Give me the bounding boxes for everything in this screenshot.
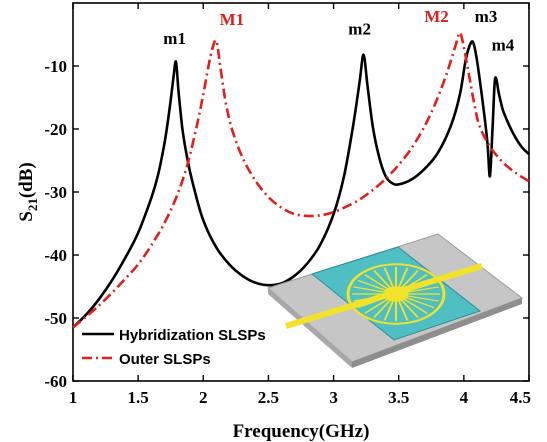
legend-label-hybridization: Hybridization SLSPs bbox=[119, 327, 266, 344]
x-tick-label: 3.5 bbox=[388, 388, 409, 407]
substrate-side bbox=[352, 298, 522, 368]
x-tick-label: 1 bbox=[69, 388, 78, 407]
disk-spoke bbox=[407, 286, 439, 293]
disk-spoke bbox=[403, 274, 428, 290]
x-axis-ticks: 1 1.5 2 2.5 3 3.5 4 4.5 bbox=[69, 3, 531, 407]
peak-label-m4: m4 bbox=[492, 35, 515, 54]
x-tick-label: 1.5 bbox=[128, 388, 149, 407]
disk-spoke bbox=[403, 298, 428, 314]
disk-spoke bbox=[353, 286, 385, 293]
disk-spoke bbox=[357, 297, 387, 309]
annotations: m1 M1 m2 M2 m3 m4 bbox=[163, 7, 514, 54]
substrate-side-left bbox=[268, 288, 352, 368]
y-tick-label: -40 bbox=[44, 246, 67, 265]
y-axis-label-subscript: 21 bbox=[25, 198, 40, 211]
y-tick-label: -50 bbox=[44, 309, 67, 328]
series-outer-line bbox=[72, 31, 530, 329]
x-tick-label: 2.5 bbox=[258, 388, 279, 407]
disk-spoke bbox=[401, 300, 419, 318]
y-axis-label-unit: (dB) bbox=[16, 162, 37, 198]
y-axis-label-main: S bbox=[16, 211, 37, 222]
disk-spoke bbox=[373, 270, 391, 288]
legend: Hybridization SLSPs Outer SLSPs bbox=[82, 327, 266, 368]
disk-spoke bbox=[364, 298, 389, 314]
structure-inset bbox=[267, 233, 524, 368]
y-tick-label: -20 bbox=[44, 120, 67, 139]
disk-spoke bbox=[357, 279, 387, 291]
disk-spoke bbox=[383, 301, 394, 321]
disk-spoke bbox=[405, 297, 435, 309]
disk-spoke bbox=[364, 274, 389, 290]
spoof-plasmon-disk bbox=[346, 263, 446, 325]
disk-spoke bbox=[405, 279, 435, 291]
y-axis-label: S21(dB) bbox=[16, 162, 40, 221]
peak-label-m2: M2 bbox=[424, 7, 449, 26]
disk-spoke bbox=[373, 300, 391, 318]
disk-spoke bbox=[398, 267, 409, 287]
y-axis-ticks: -10 -20 -30 -40 -50 -60 bbox=[44, 57, 529, 391]
peak-label-m1: m1 bbox=[163, 29, 186, 48]
y-tick-label: -30 bbox=[44, 183, 67, 202]
y-tick-label: -60 bbox=[44, 372, 67, 391]
x-tick-label: 2 bbox=[199, 388, 208, 407]
y-tick-label: -10 bbox=[44, 57, 67, 76]
x-tick-label: 3 bbox=[329, 388, 338, 407]
legend-label-outer: Outer SLSPs bbox=[119, 351, 211, 368]
x-tick-label: 4.5 bbox=[510, 388, 531, 407]
peak-label-m3: m3 bbox=[475, 7, 498, 26]
disk-spoke bbox=[353, 295, 385, 302]
x-tick-label: 4 bbox=[460, 388, 469, 407]
disk-spoke bbox=[407, 295, 439, 302]
disk-spoke bbox=[398, 301, 409, 321]
disk-spoke bbox=[401, 270, 419, 288]
series-hybridization-line bbox=[72, 40, 530, 329]
series-layer bbox=[72, 31, 530, 329]
peak-label-m2: m2 bbox=[348, 20, 371, 39]
x-axis-label: Frequency(GHz) bbox=[233, 421, 370, 442]
disk-spoke bbox=[383, 267, 394, 287]
peak-label-m1: M1 bbox=[220, 10, 245, 29]
